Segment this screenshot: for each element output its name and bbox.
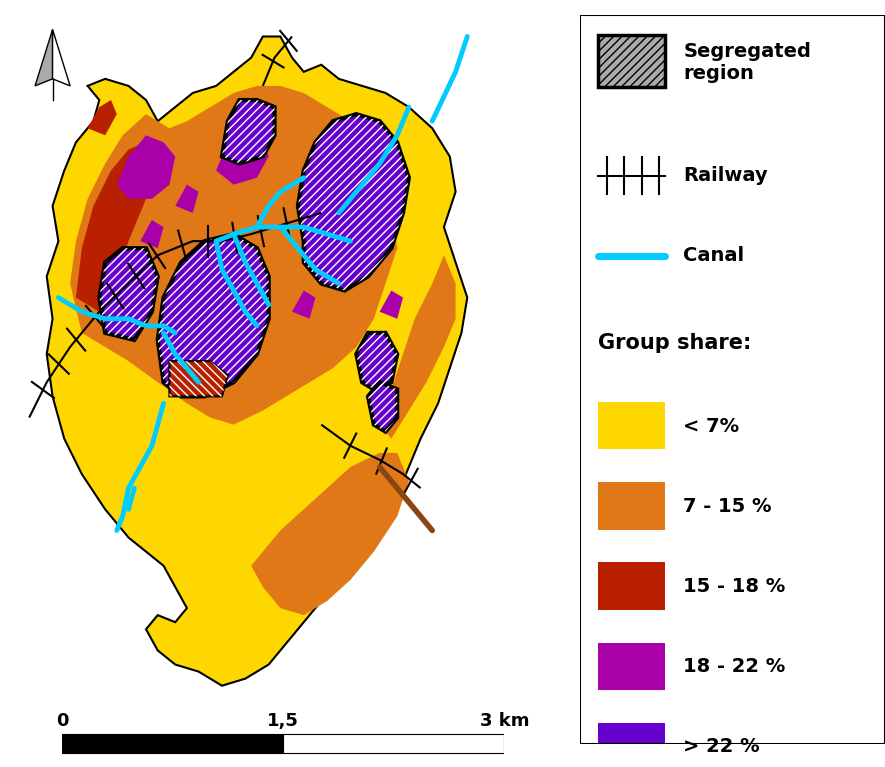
Polygon shape: [292, 291, 315, 319]
Text: Railway: Railway: [683, 166, 768, 185]
Text: 15 - 18 %: 15 - 18 %: [683, 577, 786, 596]
Polygon shape: [251, 453, 409, 615]
Polygon shape: [123, 262, 146, 291]
Text: 7 - 15 %: 7 - 15 %: [683, 497, 772, 516]
Polygon shape: [380, 255, 456, 439]
Polygon shape: [52, 29, 70, 86]
Polygon shape: [76, 143, 158, 311]
Polygon shape: [99, 249, 158, 340]
Text: 3 km: 3 km: [480, 712, 529, 730]
Bar: [283, 734, 504, 753]
Bar: [598, 643, 666, 690]
Polygon shape: [368, 382, 397, 432]
Bar: [62, 734, 283, 753]
Text: > 22 %: > 22 %: [683, 737, 760, 756]
Text: 1,5: 1,5: [267, 712, 299, 730]
FancyBboxPatch shape: [598, 35, 666, 87]
Text: 0: 0: [56, 712, 68, 730]
Polygon shape: [222, 100, 274, 163]
Polygon shape: [140, 220, 164, 249]
Text: Segregated
region: Segregated region: [683, 42, 812, 83]
Polygon shape: [47, 37, 467, 686]
Polygon shape: [117, 135, 175, 199]
Bar: [598, 723, 666, 767]
Polygon shape: [35, 29, 52, 86]
Text: Group share:: Group share:: [598, 333, 751, 354]
Polygon shape: [175, 185, 198, 213]
Polygon shape: [88, 100, 117, 135]
Bar: [598, 402, 666, 449]
Polygon shape: [158, 234, 269, 397]
Polygon shape: [298, 114, 409, 291]
Polygon shape: [70, 86, 397, 425]
Text: < 7%: < 7%: [683, 416, 740, 436]
Text: 18 - 22 %: 18 - 22 %: [683, 657, 786, 676]
Polygon shape: [216, 128, 269, 185]
Polygon shape: [169, 361, 227, 397]
Polygon shape: [105, 156, 152, 213]
Polygon shape: [327, 220, 350, 249]
Bar: [598, 562, 666, 610]
Polygon shape: [357, 333, 397, 390]
Polygon shape: [380, 291, 403, 319]
Bar: [598, 482, 666, 529]
Text: Canal: Canal: [683, 246, 744, 265]
